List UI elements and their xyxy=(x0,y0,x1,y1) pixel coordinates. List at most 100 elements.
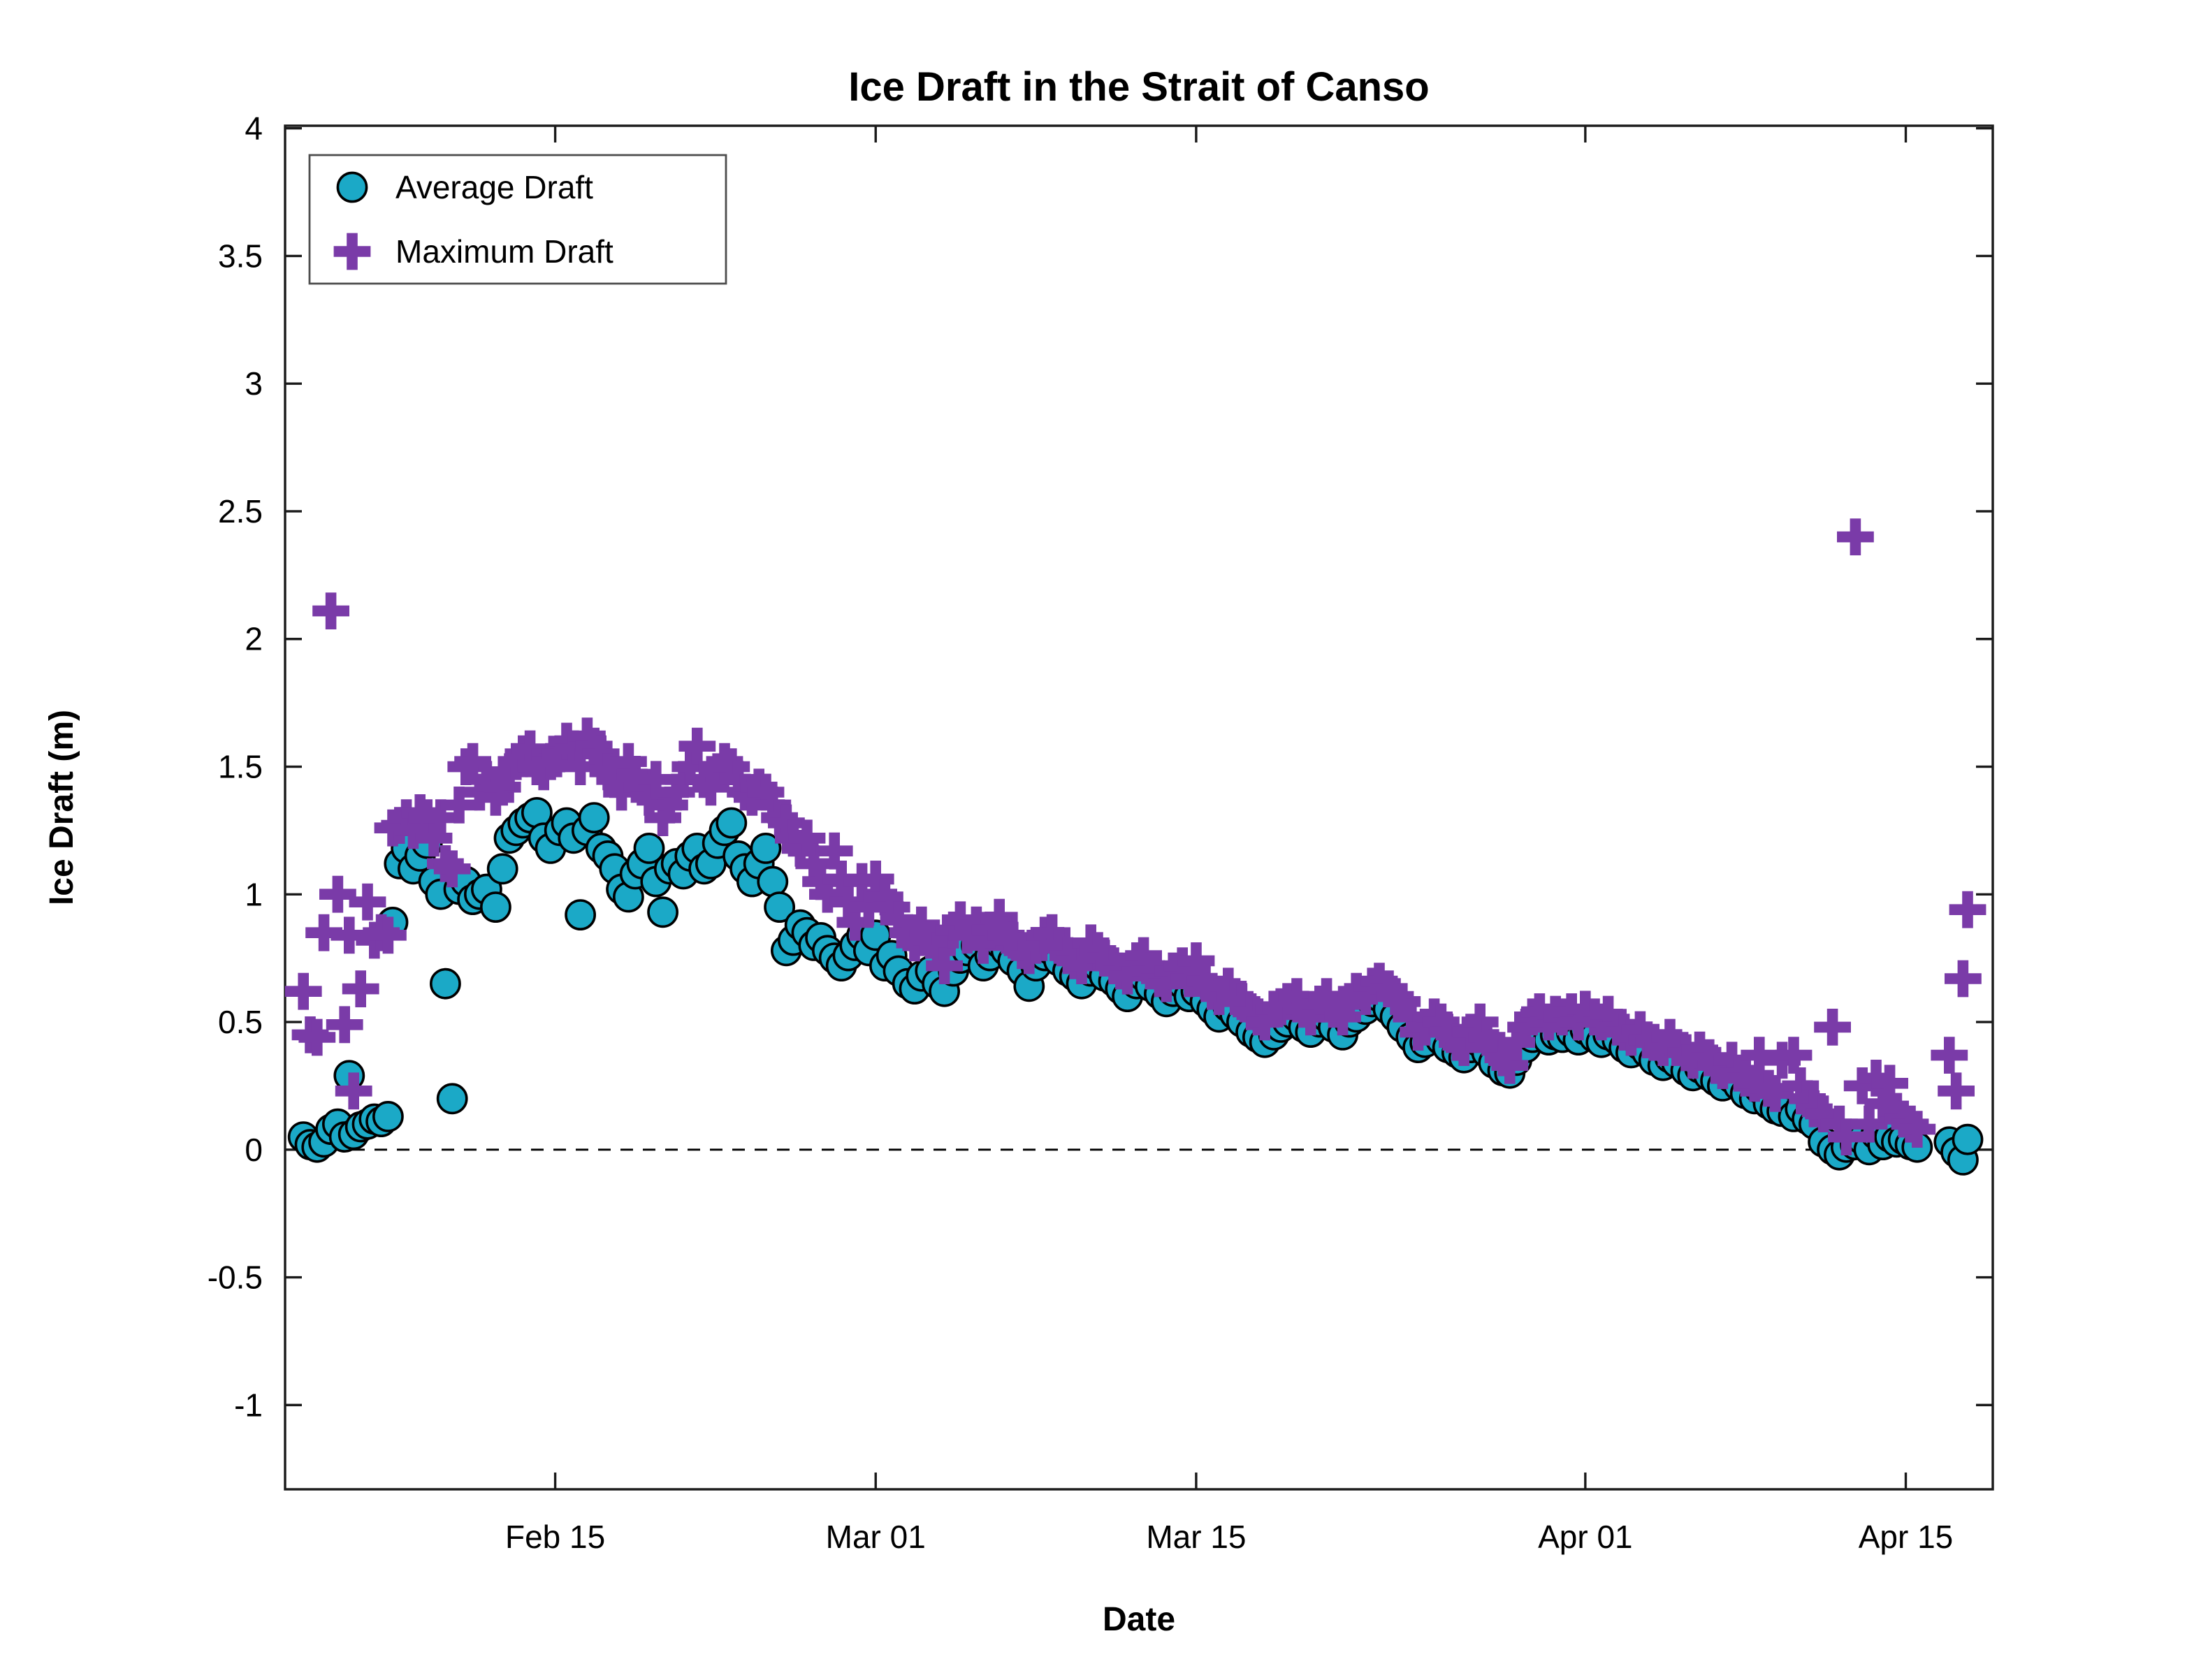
maximum-draft-point xyxy=(1292,998,1330,1036)
maximum-draft-point xyxy=(1109,957,1146,995)
maximum-draft-point xyxy=(511,730,549,768)
maximum-draft-point xyxy=(1010,937,1048,974)
maximum-draft-point xyxy=(1837,518,1874,555)
average-draft-point xyxy=(647,896,679,928)
maximum-draft-point xyxy=(330,916,368,954)
maximum-draft-point xyxy=(623,768,661,806)
maximum-draft-point xyxy=(1843,1067,1881,1104)
maximum-draft-point xyxy=(1805,1095,1842,1132)
maximum-draft-point xyxy=(1308,978,1345,1015)
maximum-draft-point xyxy=(1063,947,1100,984)
maximum-draft-point xyxy=(1690,1039,1728,1076)
maximum-draft-point xyxy=(1017,927,1054,964)
maximum-draft-series xyxy=(284,518,1986,1155)
maximum-draft-point xyxy=(1651,1018,1689,1056)
maximum-draft-point xyxy=(1945,960,1982,998)
y-tick-label: -1 xyxy=(234,1387,263,1423)
maximum-draft-point xyxy=(1393,998,1430,1036)
maximum-draft-point xyxy=(1072,924,1110,962)
maximum-draft-point xyxy=(395,812,432,849)
maximum-draft-point xyxy=(525,753,562,791)
chart-title: Ice Draft in the Strait of Canso xyxy=(848,64,1429,110)
maximum-draft-point xyxy=(454,743,491,780)
average-draft-point xyxy=(757,865,789,898)
maximum-draft-point xyxy=(866,878,903,916)
maximum-draft-point xyxy=(857,861,894,898)
maximum-draft-point xyxy=(1246,1003,1284,1041)
maximum-draft-point xyxy=(1125,937,1162,974)
average-draft-point xyxy=(578,802,610,834)
average-draft-point xyxy=(750,833,782,864)
maximum-draft-point xyxy=(562,748,599,785)
maximum-draft-point xyxy=(610,743,647,780)
x-tick-label: Apr 15 xyxy=(1859,1519,1954,1555)
maximum-draft-point xyxy=(422,799,460,836)
maximum-draft-point xyxy=(1864,1085,1902,1123)
maximum-draft-point xyxy=(1370,970,1407,1007)
maximum-draft-point xyxy=(1622,1011,1659,1049)
maximum-draft-point xyxy=(664,761,702,798)
y-tick-label: 2 xyxy=(245,621,263,657)
maximum-draft-point xyxy=(926,947,963,984)
y-tick-label: -0.5 xyxy=(208,1259,263,1296)
maximum-draft-point xyxy=(1782,1067,1819,1104)
maximum-draft-point xyxy=(802,863,839,900)
maximum-draft-point xyxy=(1324,998,1361,1036)
maximum-draft-point xyxy=(1741,1037,1778,1074)
average-draft-legend-icon xyxy=(336,171,368,203)
maximum-draft-point xyxy=(788,819,826,857)
average-draft-point xyxy=(633,833,665,864)
maximum-draft-point xyxy=(1210,967,1247,1005)
maximum-draft-point xyxy=(644,799,681,836)
maximum-draft-point xyxy=(1315,991,1352,1028)
maximum-draft-point xyxy=(349,883,386,921)
maximum-draft-point xyxy=(1789,1080,1826,1118)
legend: Average Draft Maximum Draft xyxy=(308,154,727,285)
maximum-draft-point xyxy=(747,773,785,811)
maximum-draft-point xyxy=(1422,1003,1460,1041)
maximum-draft-point xyxy=(1850,1105,1888,1143)
maximum-draft-point xyxy=(1681,1031,1718,1069)
maximum-draft-point xyxy=(948,916,986,954)
average-draft-point xyxy=(565,899,597,931)
maximum-draft-point xyxy=(678,727,716,765)
maximum-draft-point xyxy=(1590,995,1627,1033)
maximum-draft-point xyxy=(312,592,349,629)
y-tick-label: 2.5 xyxy=(218,493,263,529)
maximum-draft-point xyxy=(685,761,722,798)
maximum-draft-point xyxy=(994,921,1032,959)
y-tick-label: 1.5 xyxy=(218,749,263,785)
maximum-draft-point xyxy=(575,727,613,765)
maximum-draft-point xyxy=(415,819,453,857)
average-draft-point xyxy=(486,853,518,885)
maximum-draft-point xyxy=(1498,1023,1535,1061)
maximum-draft-point xyxy=(980,898,1018,936)
maximum-draft-point xyxy=(1132,952,1169,990)
maximum-draft-point xyxy=(1938,1072,1975,1110)
maximum-draft-point xyxy=(305,914,342,951)
maximum-draft-point xyxy=(484,768,521,806)
maximum-draft-point xyxy=(569,717,606,754)
x-tick-label: Mar 01 xyxy=(826,1519,926,1555)
average-draft-point xyxy=(764,891,796,923)
maximum-draft-point xyxy=(1360,963,1398,1000)
maximum-draft-point xyxy=(889,914,927,951)
maximum-draft-point xyxy=(596,761,634,798)
maximum-draft-point xyxy=(1878,1093,1915,1130)
maximum-draft-point xyxy=(829,883,867,921)
average-draft-point xyxy=(480,891,511,923)
maximum-draft-point xyxy=(284,972,322,1010)
maximum-draft-legend-icon xyxy=(333,233,371,270)
maximum-draft-point xyxy=(850,889,887,926)
maximum-draft-point xyxy=(468,761,505,798)
average-draft-point xyxy=(436,1083,468,1115)
maximum-draft-point xyxy=(781,830,819,867)
maximum-draft-point xyxy=(1086,940,1124,977)
maximum-draft-point xyxy=(713,748,750,785)
maximum-draft-point xyxy=(1871,1065,1908,1102)
average-draft-point xyxy=(430,967,461,1000)
maximum-draft-point xyxy=(1186,963,1224,1000)
y-axis-label: Ice Draft (m) xyxy=(43,710,80,905)
maximum-draft-point xyxy=(671,748,709,785)
y-tick-label: 0.5 xyxy=(218,1004,263,1040)
